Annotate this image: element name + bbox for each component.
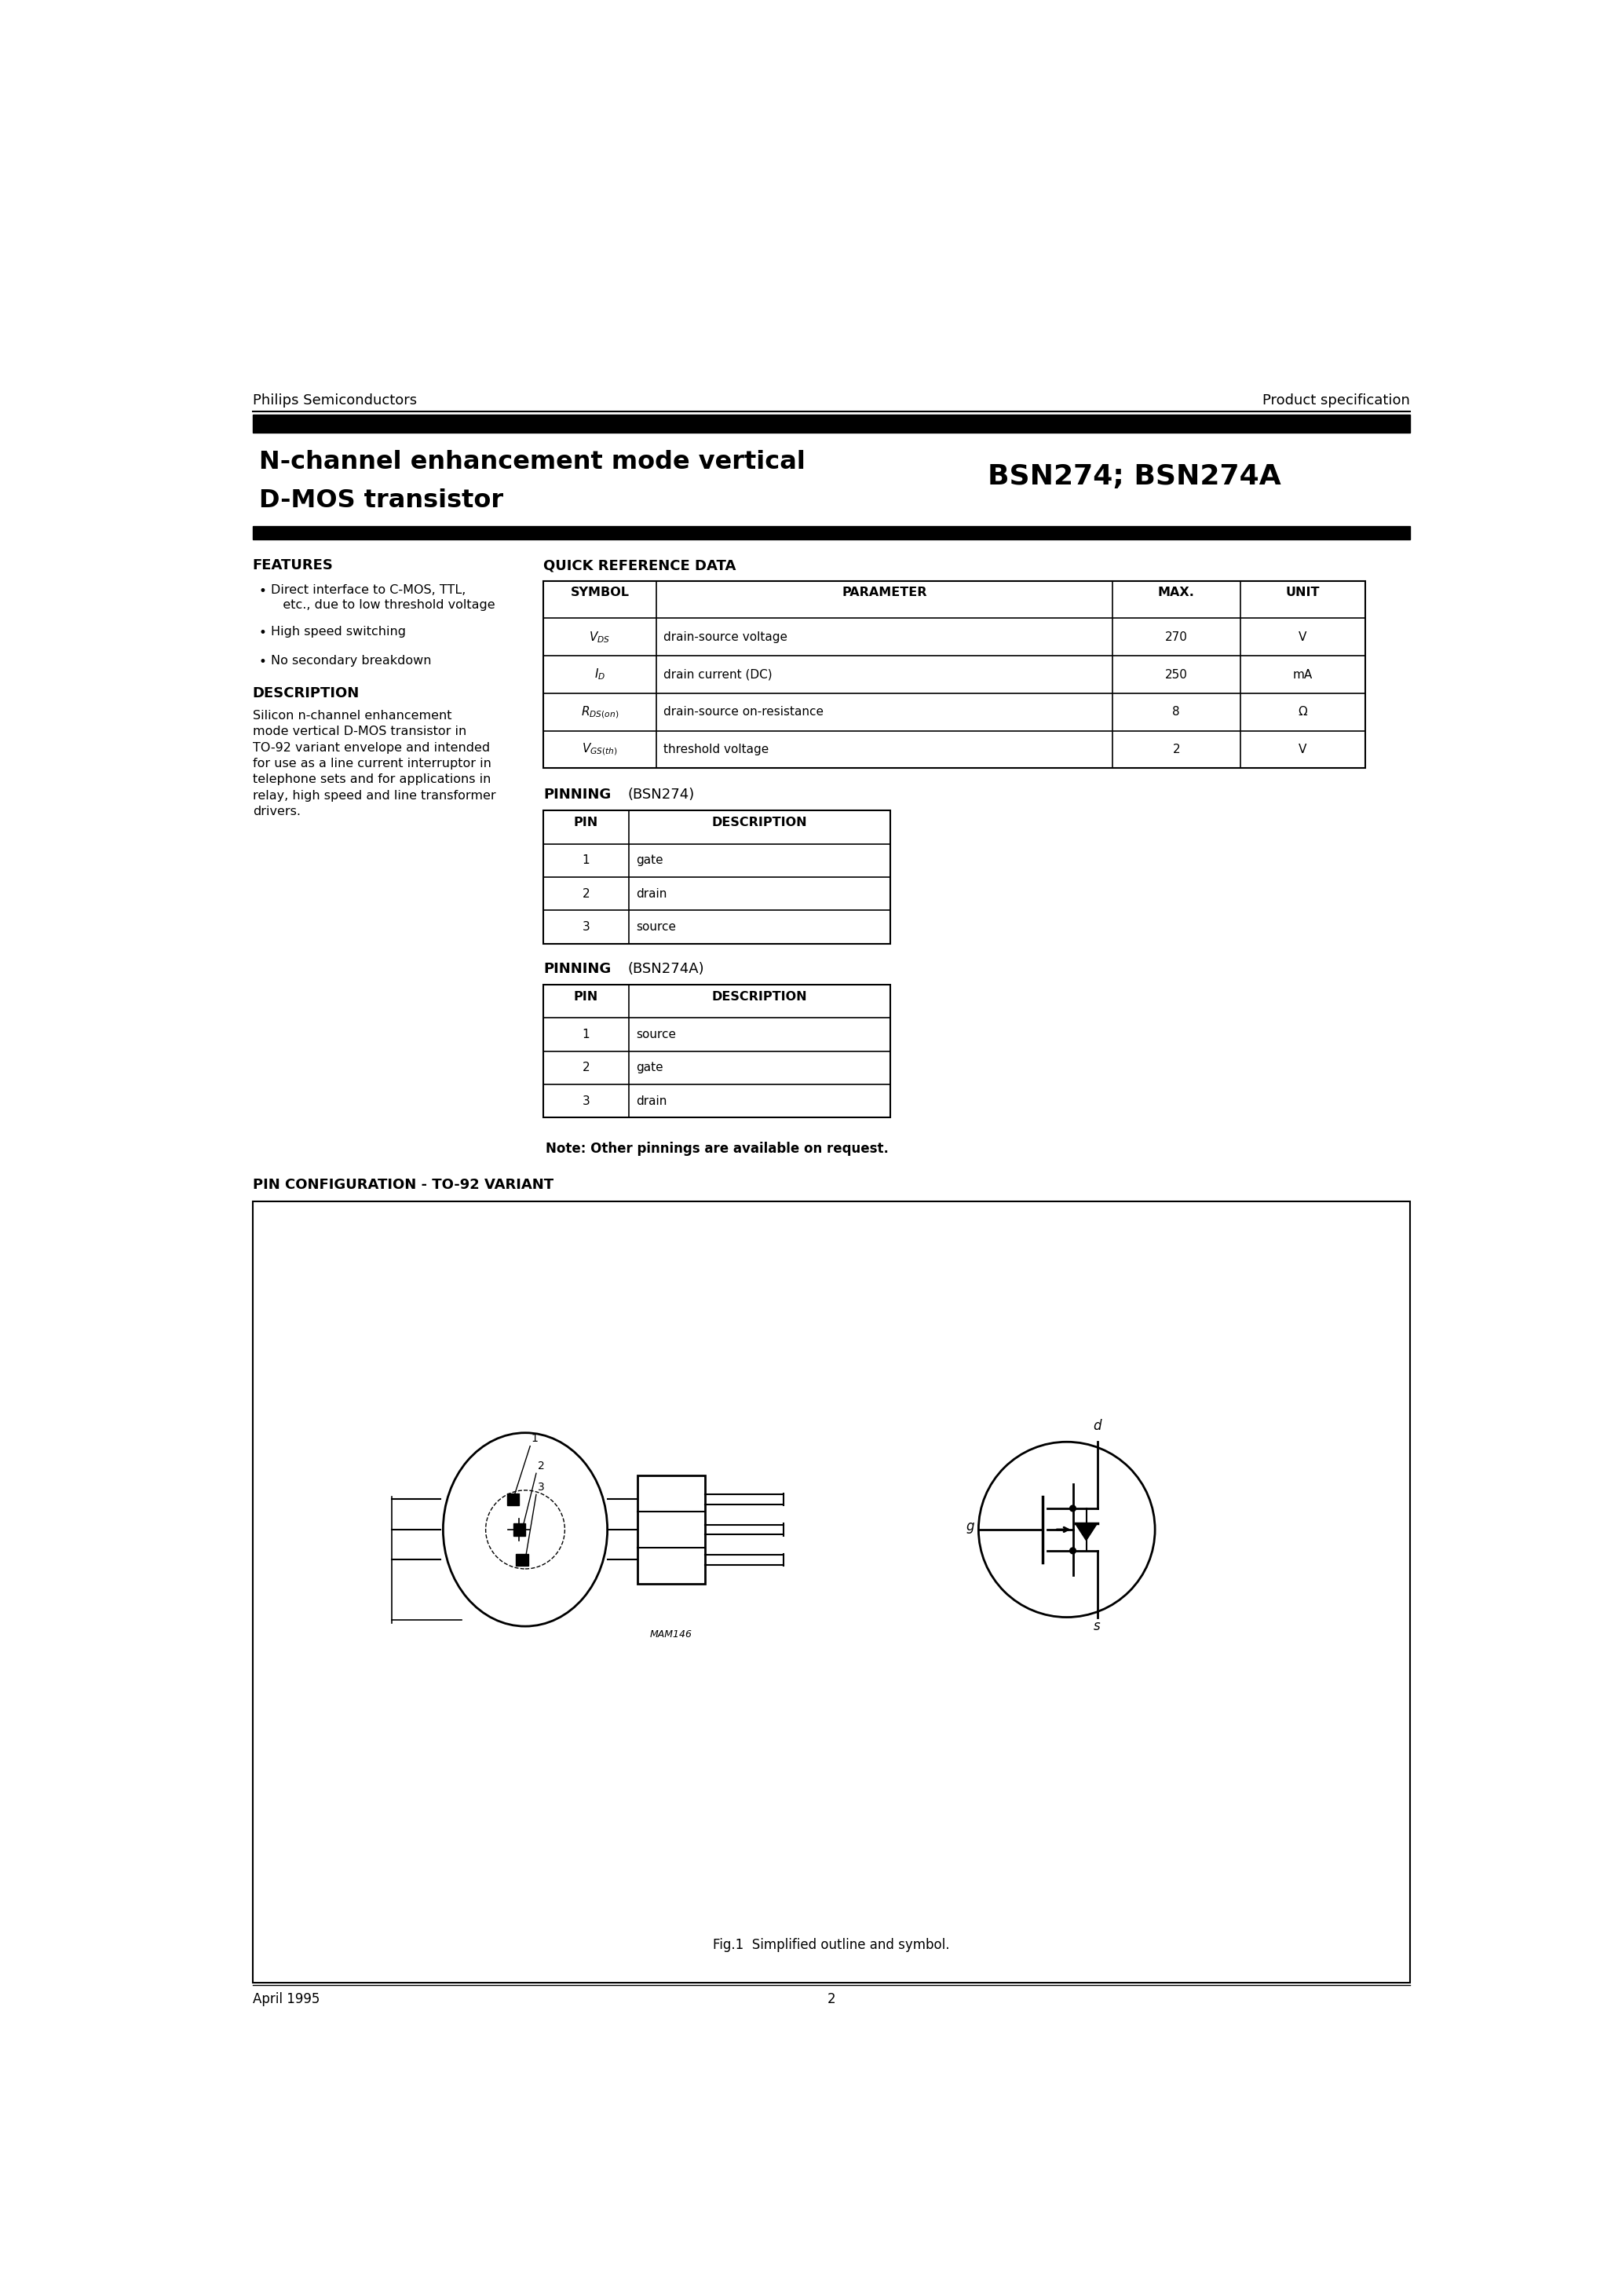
Text: g: g [967, 1520, 975, 1534]
Bar [543, 985, 890, 1118]
Text: No secondary breakdown: No secondary breakdown [271, 654, 431, 668]
Text: PINNING: PINNING [543, 962, 611, 976]
Text: PINNING: PINNING [543, 788, 611, 801]
Text: threshold voltage: threshold voltage [663, 744, 769, 755]
Bar [253, 1201, 1410, 1984]
Text: (BSN274A): (BSN274A) [628, 962, 704, 976]
Text: BSN274; BSN274A: BSN274; BSN274A [988, 464, 1281, 489]
Text: 1: 1 [582, 1029, 590, 1040]
Text: QUICK REFERENCE DATA: QUICK REFERENCE DATA [543, 558, 736, 572]
Text: drain-source on-resistance: drain-source on-resistance [663, 707, 824, 719]
Text: Silicon n-channel enhancement
mode vertical D-MOS transistor in
TO-92 variant en: Silicon n-channel enhancement mode verti… [253, 709, 496, 817]
Text: PIN: PIN [574, 992, 599, 1003]
Text: source: source [636, 1029, 676, 1040]
Text: drain current (DC): drain current (DC) [663, 668, 772, 680]
Text: drain: drain [636, 889, 667, 900]
Text: $V_{GS(th)}$: $V_{GS(th)}$ [582, 742, 618, 758]
Text: FEATURES: FEATURES [253, 558, 334, 572]
Text: V: V [1299, 631, 1307, 643]
Bar [513, 1525, 526, 1536]
Text: drain-source voltage: drain-source voltage [663, 631, 787, 643]
Text: MAM146: MAM146 [650, 1630, 693, 1639]
Text: 2: 2 [1173, 744, 1181, 755]
Text: 3: 3 [537, 1481, 545, 1492]
Bar [253, 416, 1410, 432]
Text: Note: Other pinnings are available on request.: Note: Other pinnings are available on re… [545, 1141, 889, 1157]
Text: 250: 250 [1165, 668, 1187, 680]
Text: DESCRIPTION: DESCRIPTION [712, 817, 808, 829]
Text: SYMBOL: SYMBOL [571, 588, 629, 599]
Text: s: s [1093, 1619, 1101, 1632]
Circle shape [1071, 1506, 1075, 1511]
Text: •: • [260, 654, 266, 670]
Text: 1: 1 [532, 1433, 539, 1444]
Text: DESCRIPTION: DESCRIPTION [253, 687, 360, 700]
Text: High speed switching: High speed switching [271, 627, 406, 638]
Text: 2: 2 [827, 1993, 835, 2007]
Text: MAX.: MAX. [1158, 588, 1195, 599]
Text: source: source [636, 921, 676, 932]
Circle shape [1071, 1548, 1075, 1554]
Text: DESCRIPTION: DESCRIPTION [712, 992, 808, 1003]
Text: (BSN274): (BSN274) [628, 788, 694, 801]
Text: •: • [260, 583, 266, 597]
Text: PIN: PIN [574, 817, 599, 829]
Text: $V_{DS}$: $V_{DS}$ [589, 629, 610, 645]
Text: 2: 2 [582, 1063, 590, 1075]
Bar [637, 1474, 704, 1584]
Text: gate: gate [636, 1063, 663, 1075]
Text: $I_D$: $I_D$ [594, 668, 605, 682]
Text: Ω: Ω [1298, 707, 1307, 719]
Text: PARAMETER: PARAMETER [842, 588, 926, 599]
Text: UNIT: UNIT [1286, 588, 1320, 599]
Text: PIN CONFIGURATION - TO-92 VARIANT: PIN CONFIGURATION - TO-92 VARIANT [253, 1178, 553, 1192]
Text: 2: 2 [582, 889, 590, 900]
Bar [543, 581, 1364, 769]
Text: 3: 3 [582, 921, 590, 932]
Bar [543, 810, 890, 944]
Text: drain: drain [636, 1095, 667, 1107]
Text: $R_{DS(on)}$: $R_{DS(on)}$ [581, 705, 618, 719]
Text: mA: mA [1293, 668, 1312, 680]
Text: N-channel enhancement mode vertical: N-channel enhancement mode vertical [260, 450, 805, 473]
Text: Philips Semiconductors: Philips Semiconductors [253, 393, 417, 409]
Bar [508, 1492, 519, 1506]
Polygon shape [1075, 1525, 1096, 1541]
Text: April 1995: April 1995 [253, 1993, 320, 2007]
Text: 2: 2 [537, 1460, 545, 1472]
Bar [253, 526, 1410, 540]
Text: D-MOS transistor: D-MOS transistor [260, 489, 503, 512]
Text: 270: 270 [1165, 631, 1187, 643]
Text: V: V [1299, 744, 1307, 755]
Text: 8: 8 [1173, 707, 1181, 719]
Text: •: • [260, 627, 266, 641]
Bar [516, 1554, 529, 1566]
Text: Fig.1  Simplified outline and symbol.: Fig.1 Simplified outline and symbol. [714, 1938, 949, 1952]
Text: Product specification: Product specification [1262, 393, 1410, 409]
Text: 1: 1 [582, 854, 590, 866]
Text: Direct interface to C-MOS, TTL,
   etc., due to low threshold voltage: Direct interface to C-MOS, TTL, etc., du… [271, 583, 495, 611]
Text: 3: 3 [582, 1095, 590, 1107]
Text: d: d [1093, 1419, 1101, 1433]
Text: gate: gate [636, 854, 663, 866]
